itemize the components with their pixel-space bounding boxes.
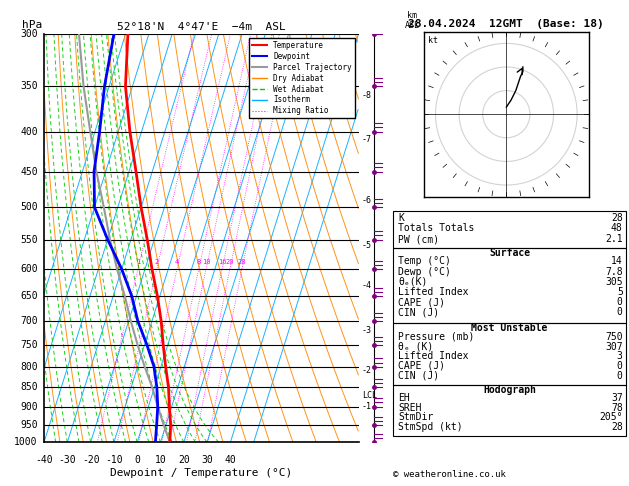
Text: 1: 1 xyxy=(136,259,140,265)
Text: hPa: hPa xyxy=(22,20,42,30)
Text: 2.1: 2.1 xyxy=(605,234,623,244)
Text: 850: 850 xyxy=(20,382,38,392)
Text: 0: 0 xyxy=(617,361,623,371)
Text: CAPE (J): CAPE (J) xyxy=(398,297,445,307)
Text: 37: 37 xyxy=(611,393,623,403)
Text: 0: 0 xyxy=(134,454,140,465)
Text: 40: 40 xyxy=(225,454,237,465)
Text: Dewpoint / Temperature (°C): Dewpoint / Temperature (°C) xyxy=(110,469,292,478)
Text: 650: 650 xyxy=(20,291,38,301)
Text: -8: -8 xyxy=(362,91,372,100)
Text: CIN (J): CIN (J) xyxy=(398,371,439,381)
Text: Most Unstable: Most Unstable xyxy=(471,323,548,333)
Text: Lifted Index: Lifted Index xyxy=(398,351,469,361)
Text: θₑ (K): θₑ (K) xyxy=(398,342,433,351)
Text: 7.8: 7.8 xyxy=(605,267,623,277)
Text: Surface: Surface xyxy=(489,248,530,258)
Text: 1000: 1000 xyxy=(14,437,38,447)
Text: K: K xyxy=(398,213,404,223)
Text: kt: kt xyxy=(428,36,438,45)
Text: Hodograph: Hodograph xyxy=(483,385,536,395)
Text: EH: EH xyxy=(398,393,410,403)
Text: 205°: 205° xyxy=(599,413,623,422)
Text: 10: 10 xyxy=(202,259,210,265)
Text: -10: -10 xyxy=(105,454,123,465)
Text: 2: 2 xyxy=(155,259,159,265)
Text: CAPE (J): CAPE (J) xyxy=(398,361,445,371)
Title: 52°18'N  4°47'E  −4m  ASL: 52°18'N 4°47'E −4m ASL xyxy=(117,22,286,32)
Text: 300: 300 xyxy=(20,29,38,39)
Text: 900: 900 xyxy=(20,401,38,412)
Text: 600: 600 xyxy=(20,264,38,274)
Text: Dewp (°C): Dewp (°C) xyxy=(398,267,451,277)
Text: Totals Totals: Totals Totals xyxy=(398,224,474,233)
Text: θₑ(K): θₑ(K) xyxy=(398,277,428,287)
Text: km
ASL: km ASL xyxy=(404,11,420,30)
Text: 14: 14 xyxy=(611,257,623,266)
Text: 750: 750 xyxy=(605,332,623,342)
Text: -3: -3 xyxy=(362,327,372,335)
Text: 800: 800 xyxy=(20,362,38,372)
Text: 10: 10 xyxy=(155,454,167,465)
Text: SREH: SREH xyxy=(398,403,421,413)
Text: 16: 16 xyxy=(218,259,226,265)
Text: © weatheronline.co.uk: © weatheronline.co.uk xyxy=(393,469,506,479)
Text: -1: -1 xyxy=(362,402,372,411)
Text: PW (cm): PW (cm) xyxy=(398,234,439,244)
Text: 28: 28 xyxy=(611,422,623,432)
Text: -5: -5 xyxy=(362,241,372,250)
Text: -40: -40 xyxy=(35,454,53,465)
Text: -20: -20 xyxy=(82,454,99,465)
Text: 8: 8 xyxy=(197,259,201,265)
Text: Pressure (mb): Pressure (mb) xyxy=(398,332,474,342)
Text: 48: 48 xyxy=(611,224,623,233)
Text: 20: 20 xyxy=(178,454,190,465)
Text: 550: 550 xyxy=(20,235,38,244)
Text: 78: 78 xyxy=(611,403,623,413)
Text: 0: 0 xyxy=(617,297,623,307)
Text: 350: 350 xyxy=(20,81,38,91)
Text: 28.04.2024  12GMT  (Base: 18): 28.04.2024 12GMT (Base: 18) xyxy=(408,19,604,30)
Text: 450: 450 xyxy=(20,167,38,176)
Text: 5: 5 xyxy=(617,287,623,297)
Text: StmSpd (kt): StmSpd (kt) xyxy=(398,422,463,432)
Text: 20: 20 xyxy=(226,259,234,265)
Text: 0: 0 xyxy=(617,308,623,317)
Text: 28: 28 xyxy=(611,213,623,223)
Text: -7: -7 xyxy=(362,136,372,144)
Text: Lifted Index: Lifted Index xyxy=(398,287,469,297)
Text: LCL: LCL xyxy=(362,391,377,399)
Text: 30: 30 xyxy=(201,454,213,465)
Text: -30: -30 xyxy=(58,454,76,465)
Text: 0: 0 xyxy=(617,371,623,381)
Text: 3: 3 xyxy=(617,351,623,361)
Text: -2: -2 xyxy=(362,366,372,375)
Text: 400: 400 xyxy=(20,126,38,137)
Text: CIN (J): CIN (J) xyxy=(398,308,439,317)
Text: 950: 950 xyxy=(20,420,38,430)
Text: Temp (°C): Temp (°C) xyxy=(398,257,451,266)
Text: 500: 500 xyxy=(20,202,38,212)
Text: 4: 4 xyxy=(175,259,179,265)
Text: 28: 28 xyxy=(238,259,246,265)
Text: 750: 750 xyxy=(20,340,38,350)
Text: -4: -4 xyxy=(362,281,372,290)
Text: -6: -6 xyxy=(362,196,372,205)
Legend: Temperature, Dewpoint, Parcel Trajectory, Dry Adiabat, Wet Adiabat, Isotherm, Mi: Temperature, Dewpoint, Parcel Trajectory… xyxy=(248,38,355,119)
Text: 307: 307 xyxy=(605,342,623,351)
Text: 305: 305 xyxy=(605,277,623,287)
Text: StmDir: StmDir xyxy=(398,413,433,422)
Text: 700: 700 xyxy=(20,316,38,326)
